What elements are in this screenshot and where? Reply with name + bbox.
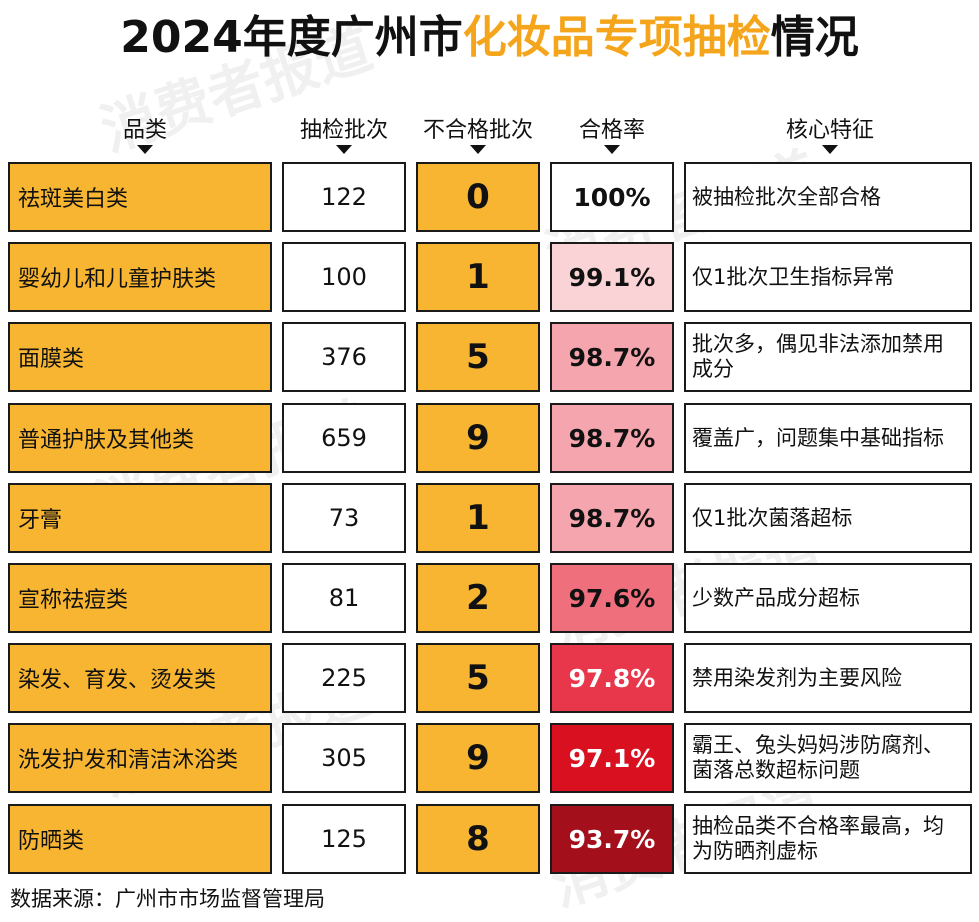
- feature-cell: 霸王、兔头妈妈涉防腐剂、菌落总数超标问题: [684, 723, 972, 793]
- category-cell: 宣称祛痘类: [8, 563, 272, 633]
- header-batches: 抽检批次: [282, 117, 406, 154]
- down-arrow-icon: [604, 145, 620, 154]
- feature-cell: 覆盖广，问题集中基础指标: [684, 403, 972, 473]
- rate-cell: 98.7%: [550, 483, 674, 553]
- header-failed: 不合格批次: [410, 117, 546, 154]
- failed-cell: 1: [416, 242, 540, 312]
- batches-cell: 122: [282, 162, 406, 232]
- header-category-label: 品类: [122, 118, 167, 143]
- feature-cell: 抽检品类不合格率最高，均为防晒剂虚标: [684, 804, 972, 874]
- category-cell: 洗发护发和清洁沐浴类: [8, 723, 272, 793]
- category-cell: 染发、育发、烫发类: [8, 643, 272, 713]
- batches-cell: 376: [282, 322, 406, 392]
- title-year: 2024年度广州市: [120, 12, 463, 63]
- category-cell: 祛斑美白类: [8, 162, 272, 232]
- failed-cell: 8: [416, 804, 540, 874]
- category-cell: 防晒类: [8, 804, 272, 874]
- data-source: 数据来源：广州市市场监督管理局: [10, 887, 325, 911]
- rate-cell: 97.8%: [550, 643, 674, 713]
- batches-cell: 73: [282, 483, 406, 553]
- header-feature: 核心特征: [770, 117, 890, 154]
- down-arrow-icon: [336, 145, 352, 154]
- failed-cell: 5: [416, 322, 540, 392]
- category-cell: 婴幼儿和儿童护肤类: [8, 242, 272, 312]
- category-cell: 普通护肤及其他类: [8, 403, 272, 473]
- feature-text: 霸王、兔头妈妈涉防腐剂、菌落总数超标问题: [692, 733, 944, 782]
- feature-text: 批次多，偶见非法添加禁用成分: [692, 332, 944, 381]
- feature-text: 仅1批次菌落超标: [692, 505, 853, 530]
- batches-cell: 305: [282, 723, 406, 793]
- rate-cell: 100%: [550, 162, 674, 232]
- batches-cell: 125: [282, 804, 406, 874]
- batches-cell: 81: [282, 563, 406, 633]
- feature-text: 仅1批次卫生指标异常: [692, 264, 895, 289]
- feature-cell: 禁用染发剂为主要风险: [684, 643, 972, 713]
- down-arrow-icon: [470, 145, 486, 154]
- header-feature-label: 核心特征: [785, 118, 874, 143]
- failed-cell: 2: [416, 563, 540, 633]
- failed-cell: 9: [416, 403, 540, 473]
- feature-text: 覆盖广，问题集中基础指标: [692, 425, 944, 450]
- header-failed-label: 不合格批次: [422, 118, 533, 143]
- header-batches-label: 抽检批次: [299, 118, 388, 143]
- rate-cell: 98.7%: [550, 403, 674, 473]
- feature-cell: 仅1批次菌落超标: [684, 483, 972, 553]
- failed-cell: 9: [416, 723, 540, 793]
- down-arrow-icon: [822, 145, 838, 154]
- category-cell: 牙膏: [8, 483, 272, 553]
- failed-cell: 5: [416, 643, 540, 713]
- feature-text: 少数产品成分超标: [692, 585, 860, 610]
- feature-cell: 仅1批次卫生指标异常: [684, 242, 972, 312]
- rate-cell: 97.1%: [550, 723, 674, 793]
- feature-text: 被抽检批次全部合格: [692, 184, 881, 209]
- failed-cell: 0: [416, 162, 540, 232]
- failed-cell: 1: [416, 483, 540, 553]
- title-highlight: 化妆品专项抽检: [462, 12, 771, 63]
- page-title: 2024年度广州市化妆品专项抽检情况: [0, 8, 979, 68]
- header-rate-label: 合格率: [578, 118, 645, 143]
- rate-cell: 99.1%: [550, 242, 674, 312]
- batches-cell: 659: [282, 403, 406, 473]
- down-arrow-icon: [137, 145, 153, 154]
- feature-text: 抽检品类不合格率最高，均为防晒剂虚标: [692, 814, 944, 863]
- header-category: 品类: [90, 117, 200, 154]
- feature-cell: 批次多，偶见非法添加禁用成分: [684, 322, 972, 392]
- batches-cell: 225: [282, 643, 406, 713]
- rate-cell: 93.7%: [550, 804, 674, 874]
- batches-cell: 100: [282, 242, 406, 312]
- rate-cell: 98.7%: [550, 322, 674, 392]
- rate-cell: 97.6%: [550, 563, 674, 633]
- feature-cell: 被抽检批次全部合格: [684, 162, 972, 232]
- header-rate: 合格率: [550, 117, 674, 154]
- feature-text: 禁用染发剂为主要风险: [692, 665, 902, 690]
- category-cell: 面膜类: [8, 322, 272, 392]
- feature-cell: 少数产品成分超标: [684, 563, 972, 633]
- title-suffix: 情况: [770, 12, 859, 63]
